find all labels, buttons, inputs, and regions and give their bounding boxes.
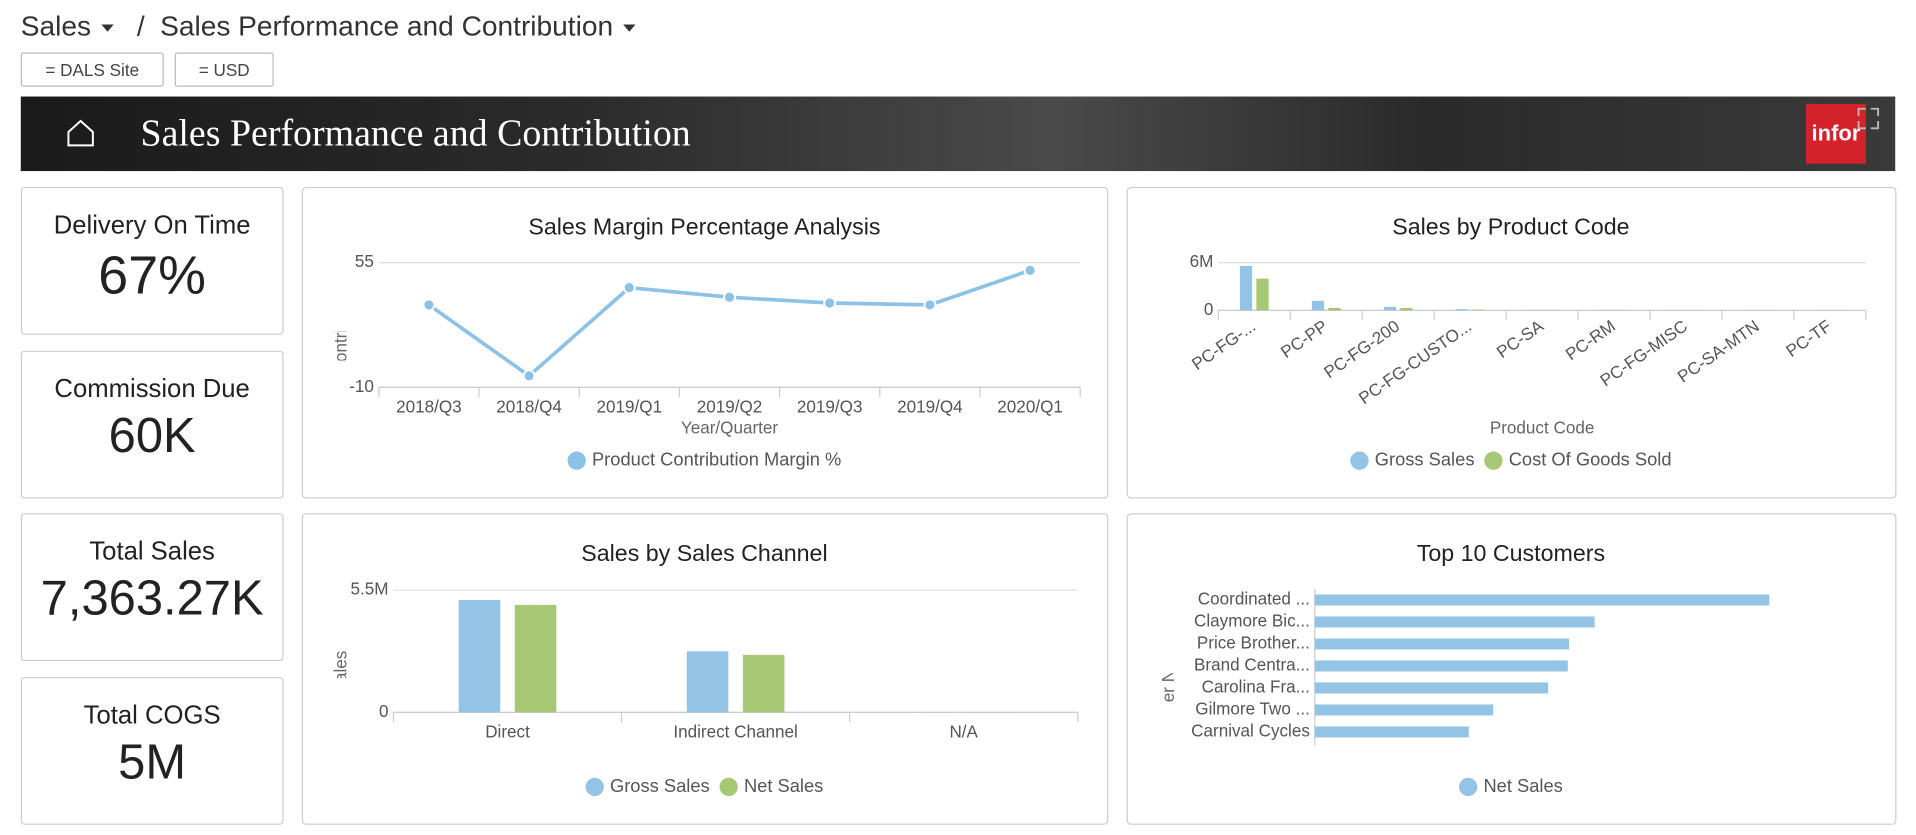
bar [1256,278,1269,311]
kpi-value: 5M [118,735,187,790]
kpi-card: Delivery On Time 67% [20,186,284,335]
x-tick-label: 2019/Q4 [897,398,963,417]
kpi-label: Total COGS [83,701,221,730]
y-tick-label: Carnival Cycles [1191,721,1310,740]
bar [1314,660,1568,672]
page-menu[interactable]: Sales Performance and Contribution [160,9,636,43]
kpi-value: 67% [98,245,206,306]
kpi-card: Total Sales 7,363.27K [20,513,284,662]
kpi-card: Total COGS 5M [20,676,284,825]
point [422,298,436,312]
legend-label: Cost Of Goods Sold [1509,449,1672,470]
module-menu[interactable]: Sales [20,9,114,43]
x-axis-title: Year/Quarter [681,418,779,437]
legend-marker [719,777,738,797]
bar [1314,594,1770,606]
y-tick-label: 55 [355,252,374,271]
legend-marker [585,777,604,797]
y-tick-label: Gilmore Two ... [1195,699,1310,718]
y-axis-title: Gross Sales - Net Sa [332,583,351,744]
panel [1126,186,1897,499]
point [1023,263,1037,277]
y-tick-label: Brand Centra... [1194,655,1310,674]
filter-button[interactable]: = USD [174,52,274,87]
legend-marker [567,451,586,470]
bar [742,654,785,713]
x-tick-label: 2019/Q1 [597,398,663,417]
kpi-label: Delivery On Time [53,211,251,240]
x-tick-label: 2018/Q4 [496,398,562,417]
x-tick-label: Indirect Channel [673,723,797,742]
point [622,281,636,295]
y-tick-label: 5.5M [351,580,389,599]
page-name: Sales Performance and Contribution [160,9,614,42]
module-name: Sales [20,9,92,42]
x-tick-label: Direct [485,723,530,742]
point [823,296,837,310]
bar [1472,309,1485,311]
legend-label: Gross Sales [1375,449,1475,470]
x-axis-title: Product Code [1490,418,1595,437]
expand-icon[interactable] [1856,106,1880,130]
bar [1314,638,1569,650]
y-tick-label: Carolina Fra... [1202,677,1310,696]
banner: Sales Performance and Contribution infor [20,96,1896,172]
separator: / [136,9,145,42]
bar [1328,307,1341,311]
y-tick-label: Price Brother... [1197,633,1310,652]
kpi-label: Commission Due [54,375,250,404]
home-icon[interactable] [65,117,97,149]
legend-label: Gross Sales [610,775,710,796]
bar [1239,265,1253,311]
point [522,369,536,383]
legend-label: Net Sales [744,775,823,796]
kpi-card: Commission Due 60K [20,350,284,499]
y-tick-label: Coordinated ... [1198,589,1310,608]
x-tick-label: N/A [949,723,978,742]
banner-title: Sales Performance and Contribution [140,111,691,154]
bar [1455,309,1468,311]
logo: infor [1806,103,1866,164]
point [723,290,736,304]
bar [458,599,501,713]
chart-title: Sales Margin Percentage Analysis [528,214,880,240]
y-tick-label: 0 [1204,300,1214,319]
bar [686,651,729,713]
bar [1314,726,1469,738]
bar [1314,682,1549,694]
y-axis-title: Product Contribution Ma [332,253,351,438]
x-tick-label: 2019/Q3 [797,398,863,417]
chart-title: Top 10 Customers [1417,540,1605,566]
chart-title: Sales by Sales Channel [581,540,827,566]
bar [1311,300,1325,311]
y-tick-label: -10 [349,377,374,396]
legend-marker [1459,777,1478,797]
bar [1314,616,1595,628]
y-tick-label: 6M [1190,252,1214,271]
legend-marker [1350,451,1369,470]
bar [1400,307,1413,311]
x-tick-label: 2019/Q2 [697,398,763,417]
kpi-label: Total Sales [89,537,215,566]
point [923,298,937,312]
x-tick-label: 2018/Q3 [396,398,462,417]
x-tick-label: 2020/Q1 [997,398,1063,417]
bar [1383,306,1397,311]
bar [514,604,557,713]
y-tick-label: 0 [379,702,389,721]
legend-label: Product Contribution Margin % [592,449,841,470]
legend-label: Net Sales [1483,775,1562,796]
bar [1314,704,1494,716]
legend-marker [1484,451,1503,470]
panel [301,186,1109,499]
kpi-value: 60K [108,409,196,464]
kpi-value: 7,363.27K [40,571,264,626]
y-tick-label: Claymore Bic... [1194,611,1310,630]
filter-button[interactable]: = DALS Site [20,52,164,87]
chart-title: Sales by Product Code [1392,214,1629,240]
y-axis-title: stomer Name [1159,637,1178,740]
